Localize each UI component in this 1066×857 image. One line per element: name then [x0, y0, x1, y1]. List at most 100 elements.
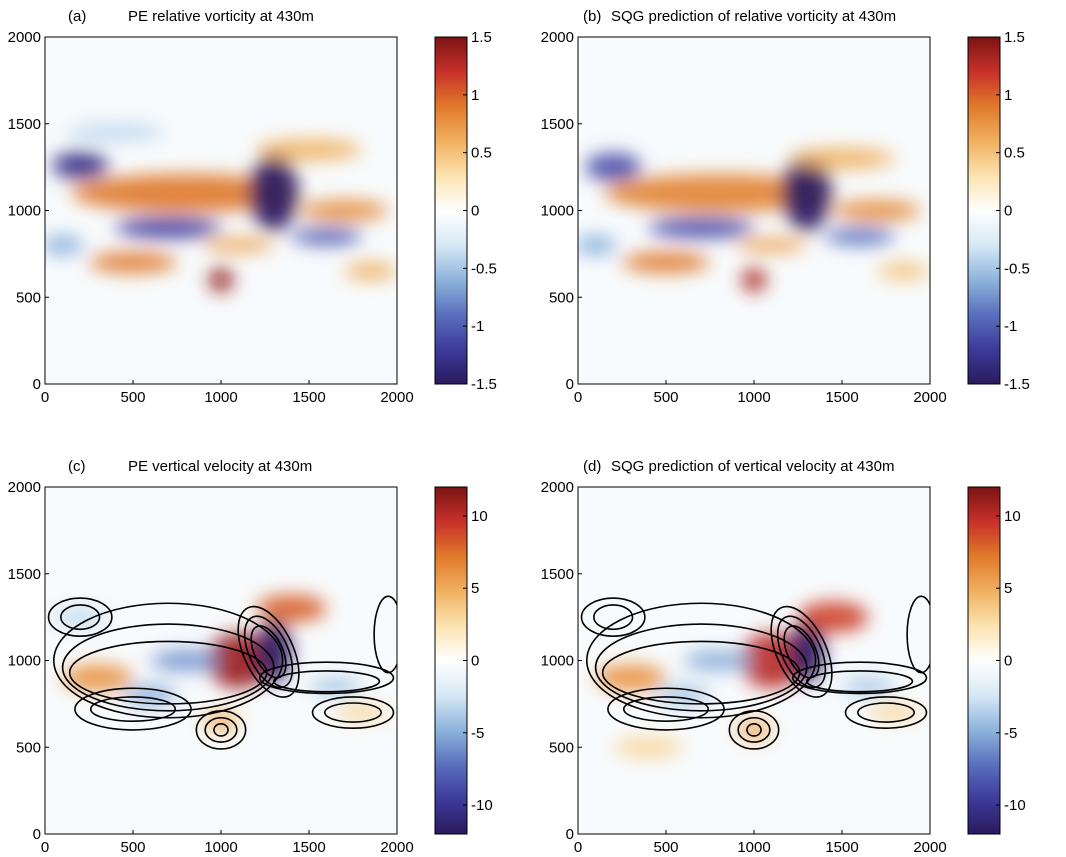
chart-b: 0 500 1000 1500 2000 0 500 1000 1500 2000 1.5 1 0.5 0…	[541, 29, 1030, 406]
x-tick-label: 500	[120, 389, 145, 406]
x-tick-label: 500	[653, 839, 678, 856]
x-tick-label: 500	[120, 839, 145, 856]
heatmap-feature	[604, 174, 834, 213]
panel-letter: (d)	[583, 458, 602, 475]
colorbar-tick-label: -0.5	[471, 260, 497, 277]
panel-a: (a) PE relative vorticity at 430m 0 500 100…	[0, 0, 533, 410]
colorbar-tick-label: -0.5	[1004, 260, 1030, 277]
colorbar-tick-label: 0	[1004, 653, 1012, 670]
heatmap-feature	[736, 238, 807, 253]
colorbar-tick-label: -10	[471, 797, 493, 814]
x-tick-label: 1500	[292, 389, 325, 406]
contour-line	[324, 702, 382, 723]
colorbar	[967, 36, 1001, 385]
heatmap-feature	[45, 234, 84, 256]
contour-line	[373, 595, 397, 674]
y-tick-label: 0	[566, 376, 574, 393]
heatmap-feature	[115, 217, 221, 239]
y-tick-label: 0	[33, 826, 41, 843]
contour-line	[607, 687, 725, 731]
contour-line	[737, 716, 771, 743]
heatmap-feature	[578, 234, 617, 256]
heatmap-feature	[256, 594, 327, 623]
x-tick-label: 1000	[204, 839, 237, 856]
contour-line	[89, 696, 177, 723]
heatmap-feature	[741, 267, 767, 293]
contour-line	[844, 696, 928, 729]
heatmap-feature	[52, 151, 109, 180]
colorbar-tick-label: 5	[1004, 580, 1012, 597]
x-tick-label: 2000	[913, 389, 946, 406]
panel-title-text: SQG prediction of relative vorticity at …	[611, 8, 897, 25]
y-tick-label: 1000	[541, 203, 574, 220]
colorbar-tick-label: -1.5	[1004, 376, 1030, 393]
contour-line	[622, 696, 710, 723]
panel-title-text: PE vertical velocity at 430m	[128, 458, 313, 475]
contour-line	[47, 597, 113, 638]
contour-line	[746, 723, 762, 737]
chart-a: 0 500 1000 1500 2000 0 500 1000 1500 2000 1.5 1 0.5 0…	[8, 29, 497, 406]
heatmap-feature	[203, 238, 274, 253]
contour-line	[213, 723, 229, 737]
chart-d: 0 500 1000 1500 2000 0 500 1000 1500 2000 10 5 0 -5 -1…	[541, 479, 1026, 856]
y-tick-label: 500	[16, 289, 41, 306]
x-tick-label: 500	[653, 389, 678, 406]
panel-title-text: PE relative vorticity at 430m	[128, 8, 314, 25]
x-tick-label: 1500	[292, 839, 325, 856]
colorbar-tick-label: 0	[1004, 203, 1012, 220]
heatmap-feature	[203, 710, 239, 732]
y-tick-label: 0	[33, 376, 41, 393]
colorbar-tick-label: -5	[1004, 725, 1017, 742]
heatmap-feature	[782, 154, 832, 232]
colorbar-tick-label: 1.5	[1004, 29, 1025, 46]
heatmap-feature	[868, 703, 922, 722]
colorbar-tick-label: -5	[471, 725, 484, 742]
heatmap-field	[578, 148, 930, 293]
x-tick-label: 0	[574, 389, 582, 406]
heatmap-feature	[89, 252, 177, 273]
heatmap-feature	[208, 267, 234, 293]
x-tick-label: 2000	[380, 389, 413, 406]
heatmap-feature	[150, 650, 221, 671]
colorbar	[434, 36, 468, 385]
y-tick-label: 2000	[541, 479, 574, 496]
panel-letter: (a)	[68, 8, 87, 25]
heatmap-feature	[595, 663, 666, 692]
heatmap-feature	[335, 703, 389, 722]
y-tick-label: 2000	[8, 29, 41, 46]
heatmap-feature	[648, 217, 754, 239]
contour-line	[195, 710, 247, 750]
contour-line	[74, 687, 192, 731]
heatmap-field	[45, 123, 397, 293]
heatmap-feature	[53, 606, 107, 628]
panel-title: (d) SQG prediction of vertical velocity a…	[583, 458, 894, 475]
contour-line	[791, 661, 928, 695]
panel-b: (b) SQG prediction of relative vorticity …	[533, 0, 1066, 410]
panel-title: (c) PE vertical velocity at 430m	[68, 458, 312, 475]
contour-line	[593, 604, 634, 631]
panel-d: (d) SQG prediction of vertical velocity a…	[533, 450, 1066, 857]
x-tick-label: 0	[41, 839, 49, 856]
heatmap-feature	[798, 601, 869, 633]
heatmap-feature	[256, 139, 362, 161]
x-tick-label: 2000	[913, 839, 946, 856]
y-tick-label: 1000	[8, 203, 41, 220]
contour-line	[728, 710, 780, 750]
x-tick-label: 0	[574, 839, 582, 856]
contour-line	[204, 716, 238, 743]
x-tick-label: 1000	[737, 389, 770, 406]
colorbar-tick-label: 10	[1004, 508, 1021, 525]
contour-line	[585, 602, 817, 719]
heatmap-feature	[736, 719, 772, 741]
heatmap-feature	[824, 227, 895, 246]
y-tick-label: 0	[566, 826, 574, 843]
y-tick-label: 500	[549, 289, 574, 306]
colorbar-tick-label: 0	[471, 653, 479, 670]
heatmap-feature	[585, 153, 642, 182]
colorbar-tick-label: -1	[1004, 318, 1017, 335]
colorbar-tick-label: 1	[471, 87, 479, 104]
y-tick-label: 1500	[8, 566, 41, 583]
contour-line	[857, 702, 915, 723]
y-tick-label: 1500	[541, 566, 574, 583]
colorbar-tick-label: 0.5	[1004, 145, 1025, 162]
